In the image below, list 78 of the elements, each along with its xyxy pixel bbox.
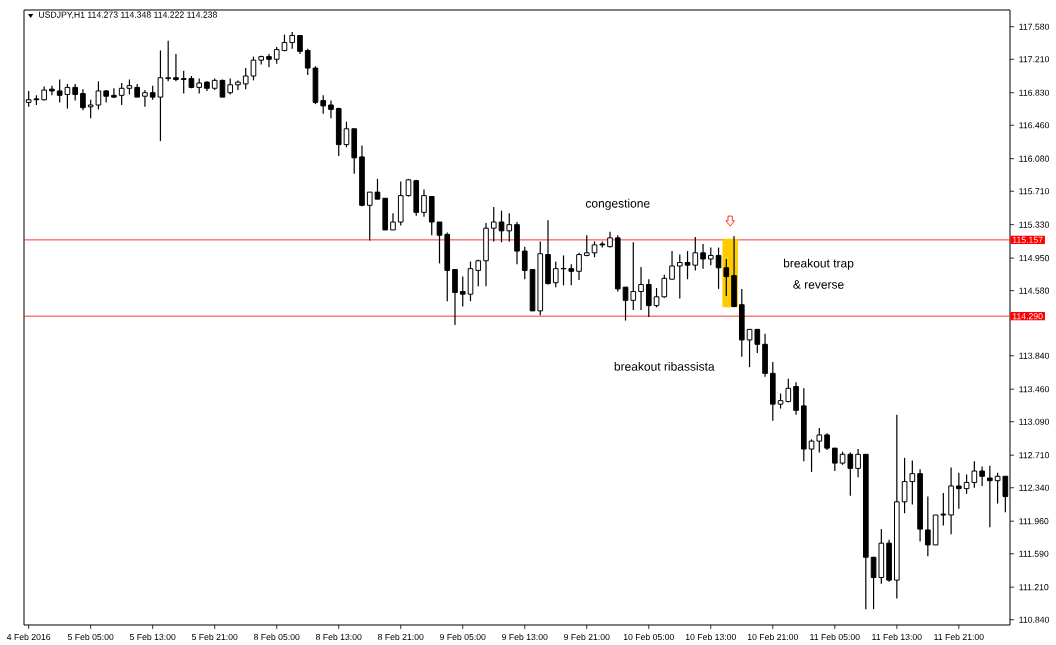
- candlestick: [235, 79, 241, 91]
- candlestick: [173, 53, 179, 82]
- candlestick: [979, 466, 985, 487]
- candlestick: [855, 448, 861, 478]
- y-tick-label: 114.580: [1019, 287, 1050, 294]
- candlestick: [498, 209, 505, 243]
- y-tick-label: 115.330: [1019, 221, 1050, 228]
- y-tick-label: 114.950: [1019, 255, 1050, 262]
- candlestick: [638, 266, 644, 311]
- candlestick: [506, 212, 513, 242]
- y-tick-label: 116.080: [1019, 155, 1050, 162]
- annotation: breakout ribassista: [614, 361, 715, 371]
- candlestick: [111, 87, 117, 99]
- annotation: breakout trap: [783, 258, 854, 270]
- candlestick: [142, 89, 148, 108]
- y-tick-label: 117.210: [1019, 56, 1050, 63]
- candlestick: [328, 100, 334, 119]
- candlestick: [568, 263, 575, 286]
- candlestick: [700, 243, 706, 270]
- x-tick-label: 11 Feb 21:00: [934, 633, 984, 641]
- candlestick: [475, 259, 482, 287]
- x-tick-label: 10 Feb 21:00: [747, 633, 798, 641]
- candlestick: [366, 191, 373, 242]
- x-tick-label: 9 Feb 05:00: [440, 633, 486, 641]
- y-tick-label: 116.460: [1019, 122, 1050, 129]
- x-tick-label: 9 Feb 13:00: [502, 633, 548, 641]
- x-tick-label: 9 Feb 21:00: [564, 633, 610, 641]
- x-tick-label: 5 Feb 21:00: [191, 633, 238, 641]
- y-tick-label: 111.590: [1019, 550, 1049, 557]
- x-tick-label: 10 Feb 05:00: [623, 633, 674, 641]
- candlestick: [459, 275, 466, 308]
- candlestick: [266, 53, 272, 68]
- y-tick-label: 112.710: [1019, 452, 1050, 459]
- y-tick-label: 113.460: [1019, 386, 1050, 393]
- y-tick-label: 111.210: [1019, 584, 1049, 591]
- y-tick-label: 113.840: [1019, 352, 1050, 359]
- candlestick: [320, 94, 327, 115]
- x-tick-label: 5 Feb 13:00: [129, 633, 176, 641]
- ref-line-label: 115.157: [1012, 236, 1043, 243]
- candlestick: [552, 261, 559, 288]
- ref-line-label: 114.290: [1012, 313, 1043, 320]
- candlestick: [80, 88, 86, 111]
- x-tick-label: 11 Feb 05:00: [810, 633, 860, 641]
- y-tick-label: 110.840: [1019, 616, 1050, 623]
- x-tick-label: 5 Feb 05:00: [67, 633, 114, 641]
- candlestick: [576, 252, 582, 281]
- y-tick-label: 111.960: [1019, 518, 1049, 525]
- candlestick: [645, 278, 652, 318]
- candlestick: [956, 472, 962, 510]
- y-tick-label: 112.340: [1019, 484, 1050, 491]
- candlestick: [793, 381, 799, 416]
- x-tick-label: 4 Feb 2016: [6, 633, 51, 641]
- candlestick: [436, 221, 443, 264]
- candlestick: [521, 246, 528, 280]
- candlestick: [669, 250, 675, 280]
- x-tick-label: 10 Feb 13:00: [685, 633, 736, 641]
- y-tick-label: 113.090: [1019, 418, 1050, 425]
- y-tick-label: 115.710: [1019, 188, 1050, 195]
- y-tick-label: 117.580: [1019, 23, 1050, 30]
- candlestick: [421, 188, 427, 218]
- candlestick: [832, 447, 838, 472]
- x-tick-label: 8 Feb 13:00: [315, 633, 362, 641]
- candlestick: [925, 495, 931, 557]
- candlestick: [676, 253, 683, 300]
- candlestick: [165, 40, 172, 82]
- candlestick: [49, 85, 55, 96]
- x-tick-label: 8 Feb 21:00: [377, 633, 424, 641]
- candlestick: [297, 34, 303, 55]
- annotation: congestione: [585, 198, 650, 211]
- chart-title: USDJPY,H1 114.273 114.348 114.222 114.238: [39, 11, 217, 19]
- candlestick: [374, 178, 381, 200]
- x-tick-label: 11 Feb 13:00: [872, 633, 922, 641]
- candlestick: [452, 268, 458, 326]
- y-tick-label: 116.830: [1019, 89, 1050, 96]
- x-tick-label: 8 Feb 05:00: [253, 633, 300, 641]
- candlestick: [490, 206, 497, 242]
- annotation: & reverse: [793, 280, 844, 289]
- candlestick: [987, 465, 993, 528]
